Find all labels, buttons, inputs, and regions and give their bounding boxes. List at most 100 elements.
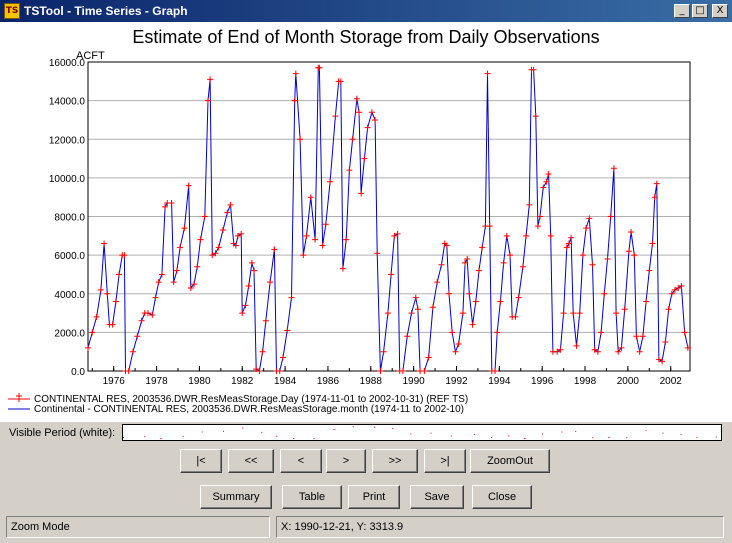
daily-series-marker [101, 240, 108, 247]
daily-series-marker [464, 255, 471, 262]
x-tick-label: 1988 [360, 376, 383, 387]
monthly-series-line [87, 67, 689, 372]
last-page-button[interactable]: >| [424, 449, 466, 473]
daily-series-marker [204, 97, 211, 104]
daily-series-marker [248, 259, 255, 266]
daily-series-marker [291, 97, 298, 104]
daily-series-marker [322, 221, 329, 228]
daily-series-marker [284, 327, 291, 334]
daily-series-marker [512, 313, 519, 320]
maximize-button[interactable]: □ [692, 4, 708, 18]
chart-title: Estimate of End of Month Storage from Da… [132, 27, 599, 47]
close-window-button[interactable]: X [712, 4, 728, 18]
daily-series-marker [573, 342, 580, 349]
daily-series-marker [438, 261, 445, 268]
y-tick-label: 4000.0 [54, 290, 85, 301]
daily-series-marker [655, 356, 662, 363]
step-back-button[interactable]: < [280, 449, 322, 473]
daily-series-marker [459, 310, 466, 317]
y-tick-label: 14000.0 [49, 97, 86, 108]
daily-series-marker [187, 284, 194, 291]
time-series-chart[interactable]: Estimate of End of Month Storage from Da… [0, 22, 732, 422]
daily-series-marker [358, 190, 365, 197]
step-forward-button[interactable]: > [326, 449, 366, 473]
daily-series-marker [234, 232, 241, 239]
chart-legend: CONTINENTAL RES, 2003536.DWR.ResMeasStor… [8, 393, 468, 415]
daily-series-marker [170, 279, 177, 286]
daily-series-marker [307, 194, 314, 201]
daily-series-marker [138, 317, 145, 324]
daily-series-marker [494, 329, 501, 336]
overview-point [276, 435, 278, 437]
daily-series-marker [586, 215, 593, 222]
daily-series-marker [651, 194, 658, 201]
overview-point [374, 426, 376, 428]
overview-point [160, 438, 162, 439]
y-tick-label: 12000.0 [49, 135, 86, 146]
daily-series-marker [475, 267, 482, 274]
daily-series-marker [168, 199, 175, 206]
daily-series-marker [452, 348, 459, 355]
daily-series-marker [675, 284, 682, 291]
daily-series-marker [598, 329, 605, 336]
daily-series-marker [554, 348, 561, 355]
daily-series-marker [523, 232, 530, 239]
y-tick-label: 0.0 [71, 367, 85, 378]
x-tick-label: 1998 [574, 376, 597, 387]
daily-series-marker [253, 366, 260, 373]
table-button[interactable]: Table [282, 485, 342, 509]
overview-point [561, 431, 563, 433]
daily-series-marker [621, 306, 628, 313]
daily-series-marker [256, 368, 263, 374]
title-bar[interactable]: TS TSTool - Time Series - Graph _ □ X [0, 0, 732, 22]
daily-series-marker [377, 368, 384, 374]
daily-series-marker [300, 252, 307, 259]
daily-series-marker [245, 283, 252, 290]
save-button[interactable]: Save [410, 485, 464, 509]
graph-panel[interactable]: Estimate of End of Month Storage from Da… [0, 22, 732, 422]
daily-series-marker [455, 340, 462, 347]
minimize-button[interactable]: _ [674, 4, 690, 18]
close-button[interactable]: Close [472, 485, 532, 509]
daily-series-marker [449, 329, 456, 336]
daily-series-marker [97, 286, 104, 293]
daily-series-marker [271, 246, 278, 253]
window-title: TSTool - Time Series - Graph [24, 4, 188, 18]
first-page-button[interactable]: |< [180, 449, 222, 473]
x-tick-label: 1984 [274, 376, 297, 387]
visible-period-overview[interactable] [122, 424, 722, 441]
daily-series-marker [576, 310, 583, 317]
daily-series-marker [262, 317, 269, 324]
print-button[interactable]: Print [348, 485, 400, 509]
daily-series-marker [543, 178, 550, 185]
overview-point [696, 436, 698, 438]
daily-series-marker [215, 244, 222, 251]
plot-frame [87, 61, 691, 372]
daily-series-marker [125, 368, 132, 374]
daily-series-marker [649, 240, 656, 247]
monthly-series [87, 67, 689, 372]
overview-point [430, 432, 432, 434]
daily-series [85, 64, 691, 374]
daily-series-marker [568, 234, 575, 241]
daily-series-marker [547, 232, 554, 239]
page-forward-button[interactable]: >> [372, 449, 418, 473]
zoom-out-button[interactable]: ZoomOut [470, 449, 550, 473]
daily-series-marker [633, 333, 640, 340]
daily-series-marker [565, 240, 572, 247]
daily-series-marker [89, 329, 96, 336]
daily-series-marker [414, 306, 421, 313]
y-axis-unit-label: ACFT [76, 50, 105, 62]
daily-series-marker [239, 310, 246, 317]
daily-series-marker [445, 290, 452, 297]
overview-point [182, 435, 184, 437]
daily-series-marker [384, 310, 391, 317]
daily-series-marker [149, 311, 156, 318]
summary-button[interactable]: Summary [200, 485, 272, 509]
app-icon: TS [4, 3, 20, 19]
daily-series-marker [391, 232, 398, 239]
daily-series-marker [121, 252, 128, 259]
page-back-button[interactable]: << [228, 449, 274, 473]
daily-series-marker [560, 310, 567, 317]
x-axis-ticks: 1976 1978 1980 1982 1984 1986 1988 1990 1992 1994… [91, 366, 682, 387]
